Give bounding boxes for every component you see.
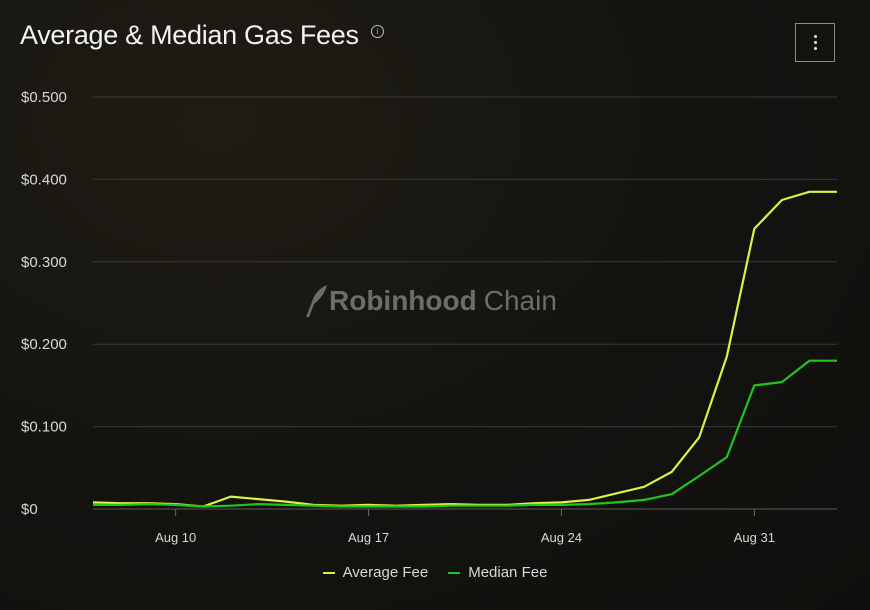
x-tick-label: Aug 10 [155,530,196,545]
x-tick-label: Aug 17 [348,530,389,545]
kebab-dot-icon [813,47,817,50]
y-axis-ticks: $0 $0.100 $0.200 $0.300 $0.400 $0.500 [21,89,67,518]
kebab-dot-icon [813,35,817,38]
watermark: Robinhood Chain [303,284,557,318]
chart-title: Average & Median Gas Fees [20,20,359,50]
grid-lines [93,96,837,510]
watermark-brand: Robinhood [329,285,477,316]
y-tick-label: $0.500 [21,89,67,106]
legend-label: Average Fee [342,564,429,581]
kebab-dot-icon [813,41,817,44]
series-line-median-fee[interactable] [93,359,837,508]
x-axis-ticks: Aug 10 Aug 17 Aug 24 Aug 31 [155,509,775,545]
feather-icon [306,285,327,317]
series-lines [92,190,837,508]
y-tick-label: $0.100 [21,419,67,436]
chart-legend: Average Fee Median Fee [0,564,870,581]
gas-fee-chart: $0$0.100$0.200$0.300$0.400$0.500 Aug 10 A… [21,89,837,545]
legend-label: Median Fee [468,564,548,581]
y-tick-label: $0 [21,501,38,518]
x-tick-label: Aug 31 [734,530,775,545]
legend-swatch-icon [322,571,335,574]
x-tick-label: Aug 24 [541,530,582,545]
legend-item[interactable]: Average Fee [322,564,429,581]
more-options-button[interactable] [795,23,835,62]
legend-item[interactable]: Median Fee [448,564,547,581]
legend-swatch-icon [448,571,461,574]
watermark-product: Chain [483,285,557,316]
y-tick-label: $0.200 [21,336,67,353]
series-line-average-fee[interactable] [92,190,837,508]
y-tick-label: $0.300 [21,254,67,271]
y-tick-label: $0.400 [21,171,67,188]
chart-header: Average & Median Gas Fees i [20,20,384,51]
info-icon[interactable]: i [370,25,384,38]
